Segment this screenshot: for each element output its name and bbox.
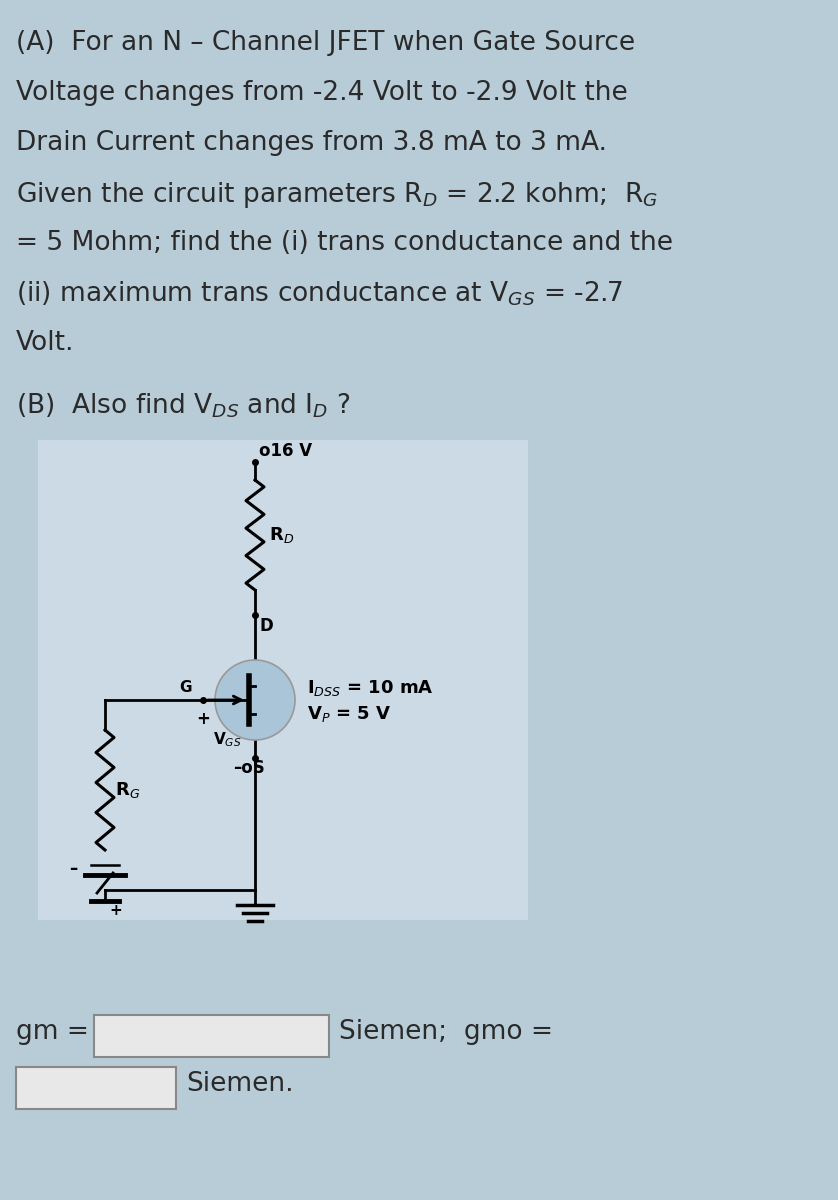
Text: –oS: –oS [233,758,265,778]
Circle shape [215,660,295,740]
Text: +: + [196,710,210,728]
Text: V$_{GS}$: V$_{GS}$ [213,730,241,749]
Text: –: – [69,860,77,878]
Text: I$_{DSS}$ = 10 mA: I$_{DSS}$ = 10 mA [307,678,433,698]
Text: Volt.: Volt. [16,330,75,356]
FancyBboxPatch shape [94,1015,329,1057]
Text: +: + [109,902,122,918]
Text: (A)  For an N – Channel JFET when Gate Source: (A) For an N – Channel JFET when Gate So… [16,30,635,56]
Text: R$_G$: R$_G$ [115,780,140,800]
Text: Drain Current changes from 3.8 mA to 3 mA.: Drain Current changes from 3.8 mA to 3 m… [16,130,607,156]
Text: = 5 Mohm; find the (i) trans conductance and the: = 5 Mohm; find the (i) trans conductance… [16,230,673,256]
Text: Voltage changes from -2.4 Volt to -2.9 Volt the: Voltage changes from -2.4 Volt to -2.9 V… [16,80,628,106]
Text: gm =: gm = [16,1019,89,1045]
Text: Siemen.: Siemen. [186,1070,293,1097]
FancyBboxPatch shape [16,1067,176,1109]
Text: (B)  Also find V$_{DS}$ and I$_D$ ?: (B) Also find V$_{DS}$ and I$_D$ ? [16,392,350,420]
Text: D: D [259,617,272,635]
Text: R$_D$: R$_D$ [269,526,294,545]
Text: o16 V: o16 V [259,442,312,460]
Text: V$_P$ = 5 V: V$_P$ = 5 V [307,704,391,724]
Text: Siemen;  gmo =: Siemen; gmo = [339,1019,553,1045]
FancyBboxPatch shape [38,440,528,920]
Text: G: G [178,680,191,695]
Text: (ii) maximum trans conductance at V$_{GS}$ = -2.7: (ii) maximum trans conductance at V$_{GS… [16,280,623,308]
Text: Given the circuit parameters R$_D$ = 2.2 kohm;  R$_G$: Given the circuit parameters R$_D$ = 2.2… [16,180,659,210]
